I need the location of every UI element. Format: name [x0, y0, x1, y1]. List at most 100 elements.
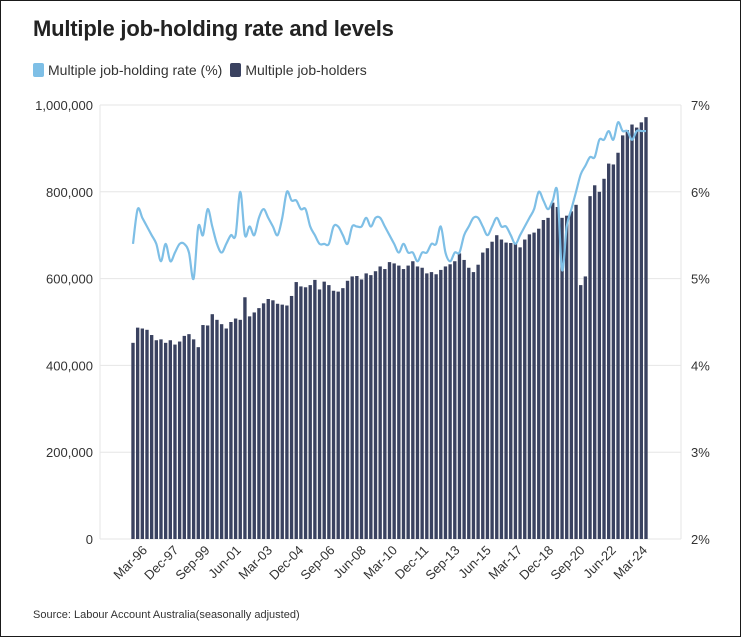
bar: [457, 253, 462, 539]
bar: [471, 272, 476, 539]
bar: [397, 265, 401, 539]
x-tick-label: Sep-20: [547, 543, 587, 583]
bar: [406, 265, 410, 539]
bar: [462, 259, 466, 539]
bar: [135, 327, 140, 539]
bar: [621, 135, 625, 539]
bar: [289, 295, 294, 539]
bar: [434, 274, 438, 539]
bar: [644, 117, 648, 540]
bar: [238, 319, 242, 539]
bar: [579, 285, 583, 539]
bar: [634, 127, 639, 539]
bar: [173, 344, 177, 539]
bar: [476, 264, 480, 539]
bar: [639, 122, 644, 540]
bar: [560, 217, 564, 539]
bar: [131, 342, 135, 539]
bar: [191, 339, 196, 539]
legend-item-holders: Multiple job-holders: [230, 62, 367, 78]
bar: [425, 273, 429, 539]
bar: [415, 266, 420, 539]
bar: [201, 325, 205, 539]
y-right-tick-label: 7%: [691, 98, 710, 113]
bar: [341, 288, 345, 539]
bar: [168, 340, 172, 539]
bar: [593, 185, 597, 540]
legend-label-rate: Multiple job-holding rate (%): [48, 62, 223, 78]
source-note: Source: Labour Account Australia(seasona…: [33, 609, 300, 621]
bar: [481, 252, 485, 539]
y-axis-right: 2% 3% 4% 5% 6% 7%: [691, 98, 710, 547]
bar: [322, 281, 326, 539]
bar: [182, 335, 186, 539]
bar: [420, 267, 424, 539]
bar: [229, 322, 233, 539]
bar: [252, 312, 256, 539]
bar: [490, 241, 494, 539]
bar: [327, 285, 331, 539]
bar: [210, 314, 214, 539]
bar: [588, 196, 592, 539]
bar: [303, 287, 308, 539]
bar: [467, 267, 471, 539]
bar: [187, 334, 191, 539]
x-tick-label: Mar-10: [360, 543, 400, 583]
bar: [261, 303, 266, 539]
bar: [215, 319, 219, 539]
y-right-tick-label: 2%: [691, 532, 710, 547]
bar: [177, 341, 182, 539]
bar: [509, 243, 513, 539]
bar: [280, 304, 284, 539]
legend-swatch-holders: [230, 63, 242, 77]
bar: [345, 280, 350, 539]
bar: [387, 262, 392, 539]
bar: [504, 242, 508, 539]
bar: [443, 266, 448, 539]
bar: [299, 286, 303, 539]
bar: [630, 124, 634, 539]
bar: [453, 261, 457, 539]
bar: [359, 279, 364, 539]
bar: [574, 204, 578, 539]
y-left-tick-label: 800,000: [46, 185, 93, 200]
bar: [308, 285, 312, 539]
bar: [233, 318, 238, 539]
bar: [401, 269, 406, 539]
bar: [532, 232, 536, 539]
bar: [429, 272, 434, 539]
bar: [350, 276, 354, 539]
bar: [518, 247, 522, 539]
x-tick-label: Dec-04: [266, 543, 306, 583]
y-left-tick-label: 1,000,000: [35, 98, 93, 113]
bar: [257, 308, 261, 539]
bar: [527, 234, 532, 539]
bar: [275, 303, 280, 539]
bar: [625, 130, 630, 540]
bar: [355, 276, 359, 539]
bar: [271, 300, 275, 539]
bar: [336, 291, 340, 539]
y-axis-left: 0 200,000 400,000 600,000 800,000 1,000,000: [35, 98, 93, 547]
bar: [495, 235, 499, 539]
x-tick-label: Dec-18: [516, 543, 556, 583]
bar: [597, 191, 602, 540]
legend: Multiple job-holding rate (%) Multiple j…: [33, 62, 375, 78]
bar: [546, 217, 550, 539]
bar: [243, 297, 247, 539]
bar: [266, 299, 270, 539]
y-left-tick-label: 200,000: [46, 445, 93, 460]
legend-swatch-rate: [33, 63, 44, 77]
legend-item-rate: Multiple job-holding rate (%): [33, 62, 222, 78]
bar: [555, 206, 560, 540]
bar: [611, 164, 616, 539]
y-right-tick-label: 4%: [691, 358, 710, 373]
bar: [602, 178, 606, 539]
x-tick-label: Sep-13: [422, 543, 462, 583]
bar: [583, 276, 588, 539]
bar: [205, 325, 210, 539]
bar-series: [131, 117, 648, 540]
y-left-tick-label: 400,000: [46, 358, 93, 373]
bar: [247, 316, 252, 539]
x-tick-label: Dec-97: [141, 543, 181, 583]
